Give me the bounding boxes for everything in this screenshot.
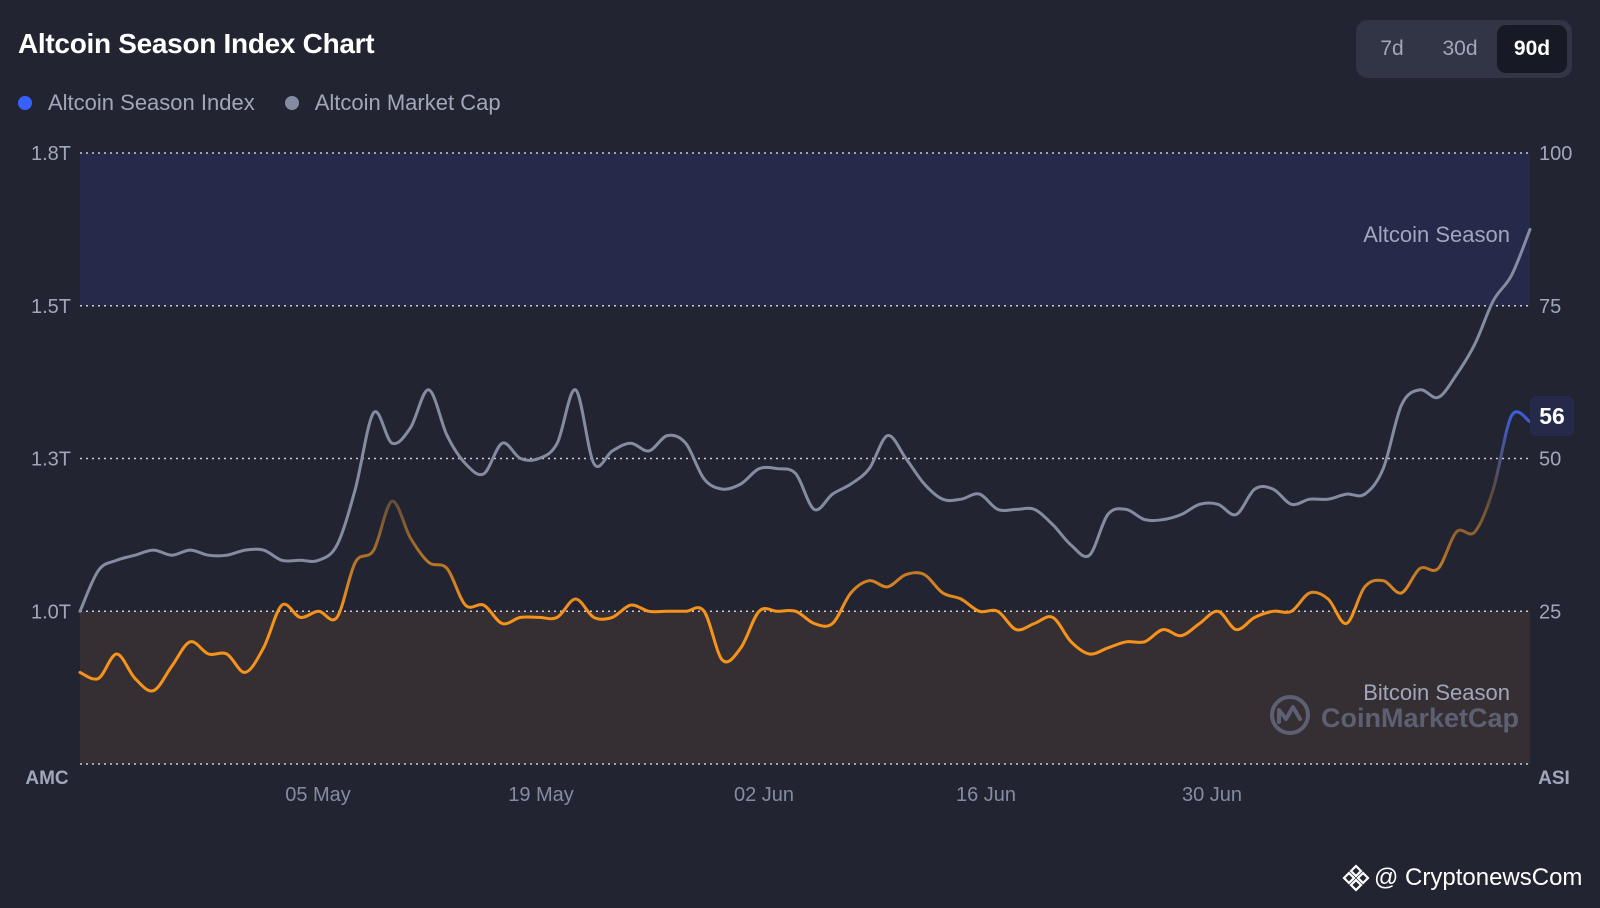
altcoin-season-zone <box>80 153 1530 306</box>
current-value-badge: 56 <box>1530 396 1574 436</box>
right-axis-tick-label: 25 <box>1539 601 1561 623</box>
left-axis-title: AMC <box>25 768 69 789</box>
bitcoin-season-zone <box>80 611 1530 764</box>
altcoin-season-label: Altcoin Season <box>1363 222 1510 247</box>
chart-legend: Altcoin Season Index Altcoin Market Cap <box>18 90 531 116</box>
x-axis-tick-label: 05 May <box>285 784 351 806</box>
left-axis-tick-label: 1.8T <box>31 143 71 165</box>
right-axis-tick-label: 50 <box>1539 449 1561 471</box>
x-axis-tick-label: 30 Jun <box>1182 784 1242 806</box>
range-7d-button[interactable]: 7d <box>1380 37 1404 60</box>
time-range-selector: 7d 30d 90d <box>1356 20 1572 78</box>
bitcoin-season-label: Bitcoin Season <box>1363 680 1510 705</box>
current-value-badge-bg <box>1530 396 1574 436</box>
legend-item-altcoin-season-index[interactable]: Altcoin Season Index <box>18 90 255 116</box>
series-line-altcoin-season-index <box>78 410 1532 693</box>
range-90d-button[interactable]: 90d <box>1497 25 1567 73</box>
right-axis-ticks: 25 50 75 100 <box>1539 143 1572 623</box>
right-axis-tick-label: 75 <box>1539 296 1561 318</box>
legend-label: Altcoin Season Index <box>48 90 255 115</box>
legend-item-altcoin-market-cap[interactable]: Altcoin Market Cap <box>284 90 501 116</box>
range-30d-button[interactable]: 30d <box>1442 37 1478 60</box>
coinmarketcap-logo-icon <box>1270 695 1310 735</box>
left-axis-tick-label: 1.3T <box>31 449 71 471</box>
legend-label: Altcoin Market Cap <box>314 90 501 115</box>
left-axis-ticks: 1.0T 1.3T 1.5T 1.8T <box>31 143 71 623</box>
x-axis-tick-label: 19 May <box>508 784 574 806</box>
legend-dot-gray-icon <box>284 96 299 110</box>
right-axis-title: ASI <box>1538 768 1570 789</box>
x-axis-tick-label: 16 Jun <box>956 784 1016 806</box>
left-axis-tick-label: 1.0T <box>31 601 71 623</box>
x-axis-ticks: 05 May 19 May 02 Jun 16 Jun 30 Jun <box>285 784 1242 806</box>
right-axis-tick-label: 100 <box>1539 143 1572 165</box>
current-value-text: 56 <box>1539 403 1565 429</box>
binance-diamond-icon <box>1342 864 1370 892</box>
chart-title: Altcoin Season Index Chart <box>18 28 375 59</box>
brand-text: @ CryptonewsCom <box>1374 864 1583 891</box>
series-line-altcoin-market-cap <box>78 227 1532 613</box>
left-axis-tick-label: 1.5T <box>31 296 71 318</box>
coinmarketcap-watermark: CoinMarketCap <box>1321 703 1519 733</box>
legend-dot-blue-icon <box>18 96 32 110</box>
x-axis-tick-label: 02 Jun <box>734 784 794 806</box>
cryptonews-brand: @ CryptonewsCom <box>1342 864 1582 892</box>
